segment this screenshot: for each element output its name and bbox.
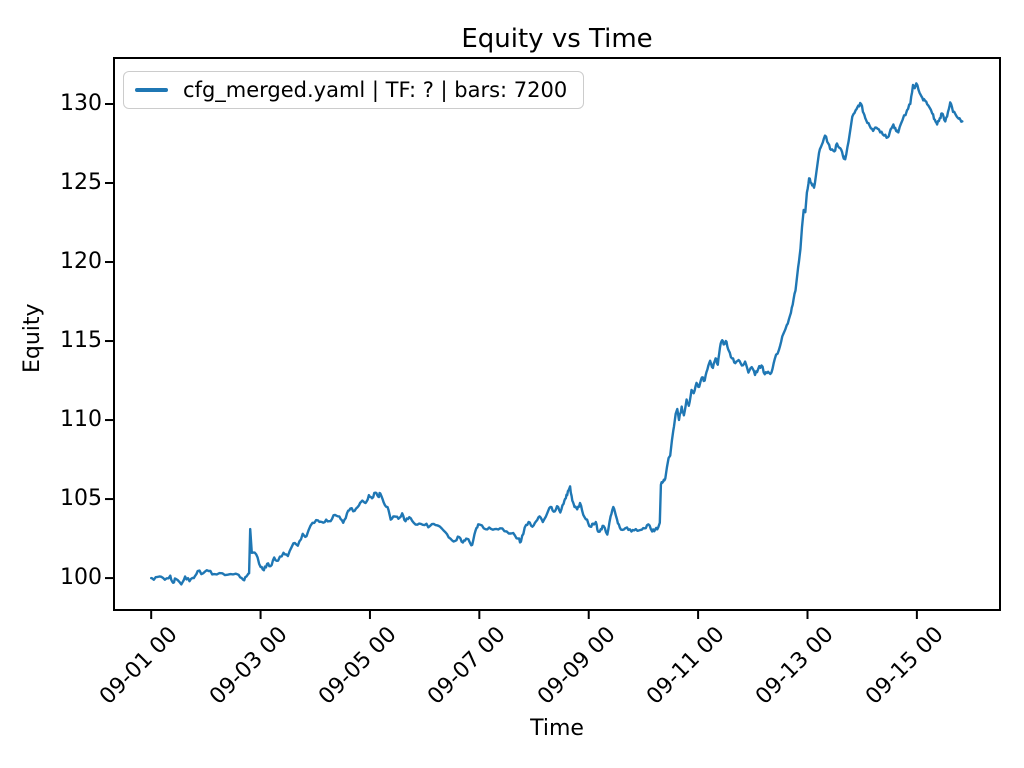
chart-title: Equity vs Time <box>461 24 653 54</box>
y-tick-label: 125 <box>60 170 102 195</box>
y-tick-label: 110 <box>60 407 102 433</box>
legend-line-swatch-icon <box>135 88 168 92</box>
axes-spines <box>113 57 1001 611</box>
y-tick-label: 105 <box>60 486 102 512</box>
y-tick-label: 115 <box>60 328 102 354</box>
legend: cfg_merged.yaml | TF: ? | bars: 7200 <box>123 71 585 109</box>
x-axis-label: Time <box>530 716 584 741</box>
equity-series-line <box>149 82 964 586</box>
equity-line <box>149 82 964 586</box>
legend-label: cfg_merged.yaml | TF: ? | bars: 7200 <box>183 78 568 102</box>
y-tick-label: 100 <box>60 565 102 591</box>
y-axis-label: Equity <box>20 303 45 373</box>
y-tick-label: 120 <box>60 249 102 275</box>
y-tick-label: 130 <box>60 90 102 116</box>
axes-frame <box>113 57 1001 611</box>
tick-marks <box>105 102 918 619</box>
